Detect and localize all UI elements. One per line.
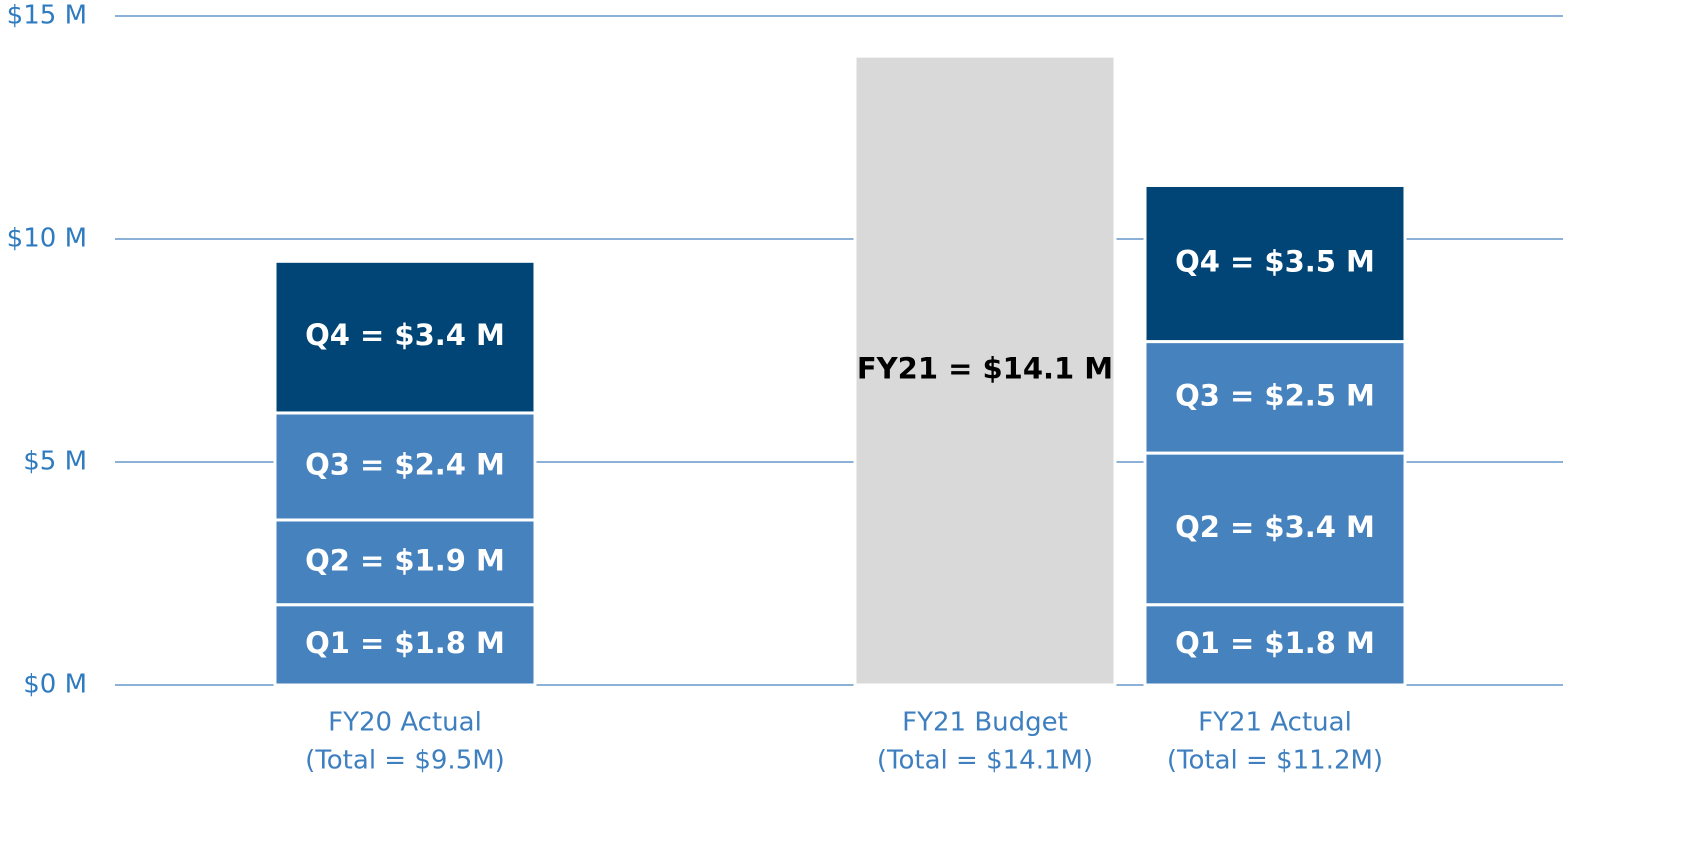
bar-segment	[273, 259, 537, 415]
data-label: Q4 = $3.4 M	[305, 318, 505, 352]
data-label: Q3 = $2.5 M	[1175, 378, 1375, 412]
bar-segment	[1143, 183, 1407, 344]
bar-segment	[1143, 340, 1407, 455]
y-tick-label: $0 M	[23, 670, 87, 700]
bar-segment	[273, 603, 537, 687]
y-tick-label: $15 M	[7, 1, 87, 31]
data-label: Q2 = $1.9 M	[305, 543, 505, 577]
data-label: Q1 = $1.8 M	[305, 626, 505, 660]
y-tick-label: $5 M	[23, 447, 87, 477]
x-tick-sublabel: (Total = $11.2M)	[1167, 746, 1383, 776]
x-tick-label: FY21 Budget	[902, 708, 1068, 738]
x-tick-label: FY20 Actual	[328, 708, 482, 738]
bar-segment	[1143, 603, 1407, 687]
y-tick-label: $10 M	[7, 224, 87, 254]
x-tick-label: FY21 Actual	[1198, 708, 1352, 738]
data-label: Q1 = $1.8 M	[1175, 626, 1375, 660]
x-tick-sublabel: (Total = $14.1M)	[877, 746, 1093, 776]
data-label: Q3 = $2.4 M	[305, 447, 505, 481]
x-tick-sublabel: (Total = $9.5M)	[305, 746, 505, 776]
bar-segment	[273, 411, 537, 522]
data-label: Q2 = $3.4 M	[1175, 510, 1375, 544]
bar-segment	[1143, 451, 1407, 607]
data-label: FY21 = $14.1 M	[857, 352, 1113, 386]
data-label: Q4 = $3.5 M	[1175, 245, 1375, 279]
bar-segment	[853, 54, 1117, 687]
